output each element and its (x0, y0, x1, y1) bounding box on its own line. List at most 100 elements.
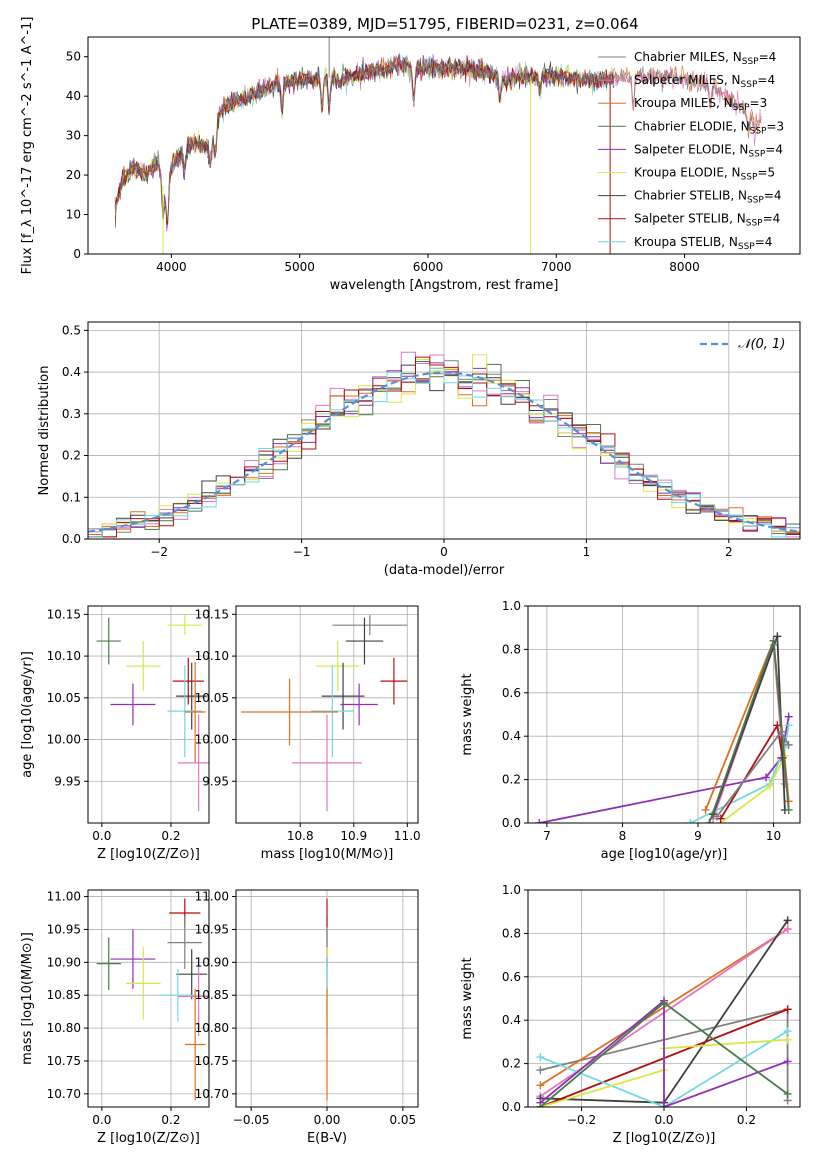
x-tick-label: 0.05 (389, 1113, 416, 1127)
y-tick-label: 10.75 (195, 1054, 229, 1068)
y-tick-label: 0.4 (502, 729, 521, 743)
y-tick-label: 9.95 (202, 774, 229, 788)
weight-marker (660, 1103, 668, 1107)
y-tick-label: 50 (66, 50, 81, 64)
weight-marker (660, 998, 668, 1007)
x-axis-label: mass [log10(M/M⊙)] (261, 847, 394, 862)
y-axis-label: mass [log10(M/M⊙)] (20, 932, 35, 1065)
weight-marker (773, 632, 782, 641)
weight-marker (784, 721, 793, 730)
x-tick-label: 0 (440, 545, 448, 559)
y-axis-label: mass weight (460, 673, 475, 755)
x-tick-label: −2 (150, 545, 168, 559)
x-tick-label: 10.9 (340, 829, 367, 843)
y-tick-label: 10.00 (47, 733, 81, 747)
x-tick-label: −1 (293, 545, 311, 559)
weight-marker (783, 1057, 792, 1066)
weight-line-5 (540, 1030, 789, 1107)
weight-marker (769, 636, 778, 645)
y-tick-label: 0.2 (62, 449, 81, 463)
x-tick-label: 8000 (669, 260, 700, 274)
weight-marker (705, 819, 714, 823)
x-tick-label: 0.0 (92, 1113, 111, 1127)
legend-label-6: Chabrier STELIB, NSSP=4 (634, 189, 782, 206)
weight-marker (712, 812, 721, 821)
y-axis-label: age [log10(age/yr)] (20, 651, 35, 778)
weight-marker (536, 1066, 545, 1075)
y-tick-label: 10.00 (195, 733, 229, 747)
x-axis-label: wavelength [Angstrom, rest frame] (330, 278, 559, 293)
weight-marker (780, 779, 789, 788)
y-tick-label: 0.8 (502, 642, 521, 656)
y-tick-label: 10.70 (195, 1087, 229, 1101)
x-tick-label: 11.0 (394, 829, 421, 843)
plot-area-age-vs-mass (241, 615, 408, 812)
x-axis-label: age [log10(age/yr)] (601, 847, 728, 862)
y-axis-label: Flux [f_λ 10^-17 erg cm^-2 s^-1 A^-1] (20, 17, 35, 275)
x-tick-label: 6000 (413, 260, 444, 274)
y-tick-label: 1.0 (502, 599, 521, 613)
y-tick-label: 0.6 (502, 686, 521, 700)
weight-marker (536, 1081, 545, 1090)
legend-label-1: Salpeter MILES, NSSP=4 (634, 73, 775, 90)
weight-marker (536, 1103, 545, 1107)
y-tick-label: 10.10 (195, 649, 229, 663)
y-tick-label: 0.5 (62, 323, 81, 337)
plot-area-weight-vs-Z (536, 916, 792, 1107)
weight-marker (783, 925, 792, 934)
x-tick-label: 7000 (541, 260, 572, 274)
x-tick-label: 0.2 (737, 1113, 756, 1127)
x-tick-label: 5000 (284, 260, 315, 274)
y-axis-label: Normed distribution (37, 366, 52, 496)
x-tick-label: 0.2 (161, 829, 180, 843)
y-tick-label: 9.95 (54, 774, 81, 788)
y-tick-label: 0.8 (502, 926, 521, 940)
weight-marker (765, 782, 774, 791)
legend-label-7: Salpeter STELIB, NSSP=4 (634, 212, 780, 229)
legend-label-2: Kroupa MILES, NSSP=3 (634, 96, 767, 113)
y-tick-label: 10.95 (195, 922, 229, 936)
axes-frame (527, 605, 801, 824)
x-tick-label: −0.2 (567, 1113, 596, 1127)
figure-title: PLATE=0389, MJD=51795, FIBERID=0231, z=0… (251, 15, 638, 33)
plot-area-age-vs-Z (96, 615, 209, 812)
weight-marker (773, 721, 782, 730)
spectrum-legend: Chabrier MILES, NSSP=4 Salpeter MILES, NS… (598, 50, 784, 252)
x-tick-label: 10.8 (287, 829, 314, 843)
weight-marker (784, 740, 793, 749)
y-tick-label: 0.3 (62, 407, 81, 421)
panel-age-vs-Z: 0.0 0.2 9.95 10.00 10.05 10.10 10.15 Z [log10(Z… (20, 605, 210, 862)
legend-label-8: Kroupa STELIB, NSSP=4 (634, 235, 772, 252)
y-tick-label: 10.05 (47, 691, 81, 705)
weight-marker (783, 1089, 792, 1098)
y-tick-label: 30 (66, 129, 81, 143)
x-tick-label: −0.05 (233, 1113, 270, 1127)
plot-area-weight-vs-age (535, 632, 793, 823)
panel-residuals: −2 −1 0 1 2 0.0 0.1 0.2 0.3 0.4 0.5 (data-model)/er… (37, 321, 801, 578)
x-axis-label: (data-model)/error (384, 563, 505, 578)
y-tick-label: 10.10 (47, 649, 81, 663)
y-tick-label: 10.80 (47, 1021, 81, 1035)
panel-age-vs-mass: 10.8 10.9 11.0 9.95 10.00 10.05 10.10 10.15 mass… (195, 605, 421, 862)
weight-marker (777, 727, 786, 736)
y-tick-label: 11.00 (195, 890, 229, 904)
spectrum-line-chabrier-miles (114, 55, 762, 222)
y-tick-label: 0.6 (502, 970, 521, 984)
weight-marker (535, 819, 544, 823)
axes-frame (87, 36, 801, 255)
x-axis-label: Z [log10(Z/Z⊙)] (97, 847, 200, 862)
x-tick-label: 7 (543, 829, 551, 843)
y-tick-label: 0.0 (62, 532, 81, 546)
weight-marker (686, 819, 695, 823)
y-tick-label: 11.00 (47, 890, 81, 904)
x-tick-label: 8 (619, 829, 627, 843)
y-tick-label: 1.0 (502, 883, 521, 897)
panel-weight-vs-Z: −0.2 0.0 0.2 0.0 0.2 0.4 0.6 0.8 1.0 Z [log10(Z/Z… (460, 883, 801, 1146)
legend-label-3: Chabrier ELODIE, NSSP=3 (634, 119, 784, 136)
y-tick-label: 0.4 (502, 1013, 521, 1027)
y-tick-label: 10 (66, 208, 81, 222)
axes-frame (87, 889, 210, 1108)
x-tick-label: 10 (766, 829, 781, 843)
y-tick-label: 10.75 (47, 1054, 81, 1068)
x-axis-label: Z [log10(Z/Z⊙)] (97, 1131, 200, 1146)
